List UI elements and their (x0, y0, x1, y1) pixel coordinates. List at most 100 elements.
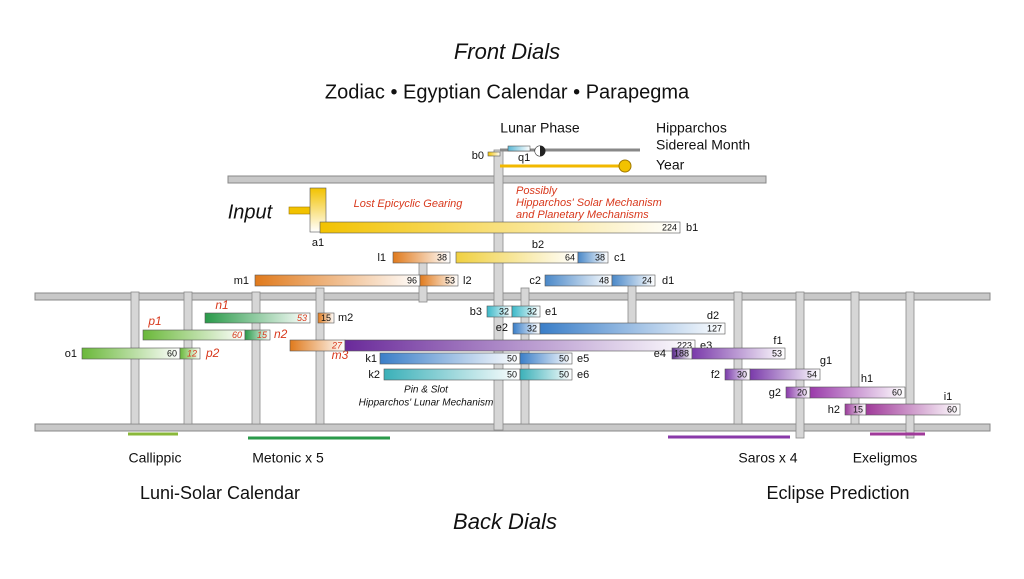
gear-teeth: 188 (674, 348, 689, 358)
gear-teeth: 20 (797, 387, 807, 397)
gear-teeth: 60 (167, 348, 177, 358)
gear-label: b2 (532, 239, 544, 251)
gear-teeth: 15 (321, 313, 331, 323)
gear-label: h1 (861, 373, 873, 385)
gear (344, 339, 696, 352)
gear-label: e2 (496, 322, 508, 334)
gear (749, 368, 821, 381)
gear-teeth: 15 (257, 330, 268, 340)
gear-label: l2 (463, 275, 472, 287)
input-label: Input (228, 201, 274, 223)
gear-label: b0 (472, 150, 484, 162)
gear-label: m2 (338, 312, 353, 324)
gear-teeth: 223 (677, 340, 692, 350)
possibly-note: Hipparchos' Solar Mechanism (516, 197, 662, 209)
labels: Front Dials Zodiac • Egyptian Calendar •… (129, 39, 918, 534)
gear-label: o1 (65, 348, 77, 360)
pin-slot-note: Hipparchos' Lunar Mechanism (359, 398, 494, 409)
gear-teeth: 12 (187, 348, 197, 358)
gear (691, 347, 786, 360)
gear-label: b3 (470, 306, 482, 318)
moon-ball-light (535, 146, 540, 156)
gear-teeth: 27 (331, 340, 343, 350)
gear (317, 312, 335, 324)
gear-teeth: 15 (853, 404, 863, 414)
gear (309, 187, 327, 233)
gear-label: e1 (545, 306, 557, 318)
year-pointer (618, 159, 632, 173)
sidereal-label: Sidereal Month (656, 137, 750, 153)
gear-label: q1 (518, 152, 530, 164)
gear (865, 403, 961, 416)
dial-label: Saros x 4 (738, 450, 797, 466)
gear-label: g1 (820, 355, 832, 367)
gear-label: n1 (215, 298, 228, 312)
gear-label: m3 (332, 348, 349, 362)
gear-teeth: 53 (297, 313, 307, 323)
gear-label: f1 (773, 335, 782, 347)
gear-label: f2 (711, 369, 720, 381)
front-subtitle: Zodiac • Egyptian Calendar • Parapegma (325, 81, 690, 103)
back-title: Back Dials (453, 509, 557, 534)
gear-label: c2 (529, 275, 541, 287)
shaft (795, 291, 805, 439)
gear-teeth: 38 (437, 252, 447, 262)
gear (577, 251, 609, 264)
plate (34, 423, 991, 432)
dial-label: Exeligmos (853, 450, 918, 466)
gear-teeth: 24 (642, 275, 652, 285)
gear (179, 347, 201, 360)
gear-teeth: 50 (507, 369, 517, 379)
gear-label: k2 (368, 369, 380, 381)
gear (539, 322, 726, 335)
gear-teeth: 60 (947, 404, 957, 414)
gear-teeth: 53 (445, 275, 455, 285)
gear (519, 368, 573, 381)
plate (34, 292, 991, 301)
gear-label: e5 (577, 353, 589, 365)
gear-label: a1 (312, 237, 324, 249)
gear-label: c1 (614, 252, 626, 264)
shaft (627, 283, 637, 325)
gear-label: l1 (377, 252, 386, 264)
dial-label: Callippic (129, 450, 182, 466)
gear (519, 352, 573, 365)
shaft (493, 149, 504, 431)
gear (507, 145, 531, 152)
group-label: Eclipse Prediction (766, 483, 909, 503)
group-label: Luni-Solar Calendar (140, 483, 300, 503)
gear-label: p2 (205, 346, 220, 360)
gear (511, 305, 541, 318)
pin-slot-note: Pin & Slot (404, 385, 449, 396)
gear-label: e4 (654, 348, 666, 360)
gear-teeth: 60 (232, 330, 242, 340)
shaft (315, 287, 325, 425)
gear-teeth: 64 (565, 252, 575, 262)
gear (455, 251, 579, 264)
gear-label: d1 (662, 275, 674, 287)
gear (379, 352, 521, 365)
input-shaft (288, 206, 312, 215)
sidereal-label: Hipparchos (656, 120, 727, 136)
gear (244, 329, 271, 341)
gear-label: b1 (686, 222, 698, 234)
gear-train: a1 b0 q1 b1 224 l1 38 b2 64 c1 38 m1 96 l2 53 c2 48 d1 24 n… (65, 145, 961, 416)
possibly-note: and Planetary Mechanisms (516, 209, 649, 221)
gear-label: m1 (234, 275, 249, 287)
gear-teeth: 48 (599, 275, 609, 285)
gear (809, 386, 906, 399)
front-title: Front Dials (454, 39, 560, 64)
gear-label: i1 (944, 391, 953, 403)
gear (611, 274, 656, 287)
gear-teeth: 54 (807, 369, 817, 379)
gear-teeth: 60 (892, 387, 902, 397)
shaft (850, 291, 860, 425)
dial-label: Metonic x 5 (252, 450, 324, 466)
gear (392, 251, 451, 264)
gear (81, 347, 181, 360)
gear-teeth: 50 (507, 353, 517, 363)
year-label: Year (656, 157, 685, 173)
gear (487, 151, 501, 157)
gear-teeth: 127 (707, 323, 722, 333)
